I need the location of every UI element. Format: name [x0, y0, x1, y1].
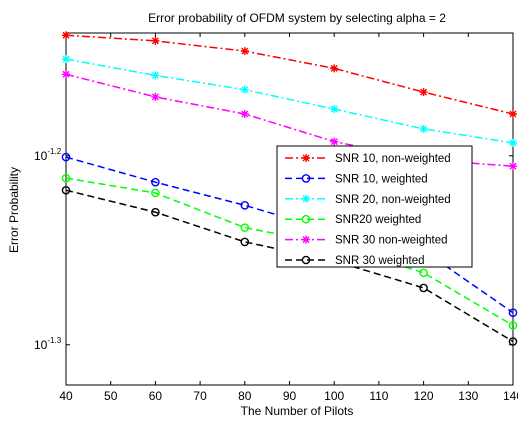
data-point [61, 173, 71, 183]
legend-entry: SNR20 weighted [285, 214, 421, 226]
data-point [240, 110, 249, 118]
legend-marker [301, 255, 311, 265]
legend-label: SNR 10, weighted [335, 173, 428, 185]
y-tick-label: 10-1.3 [34, 336, 62, 352]
series-1 [62, 31, 517, 118]
y-tick-label: 10-1.2 [34, 147, 62, 163]
x-tick-label: 120 [414, 389, 434, 403]
data-point [330, 137, 339, 146]
data-point [419, 88, 428, 97]
x-tick-label: 130 [458, 389, 478, 403]
data-point [419, 124, 428, 133]
data-point [240, 47, 249, 56]
legend-entry: SNR 10, non-weighted [285, 153, 451, 165]
legend: SNR 10, non-weighted SNR 10, weighted SNR … [276, 145, 473, 268]
data-point [240, 223, 250, 232]
legend-box [276, 145, 473, 268]
legend-label: SNR 10, non-weighted [335, 153, 451, 165]
legend-entry: SNR 20, non-weighted [285, 194, 451, 206]
series-line [65, 58, 514, 144]
chart-title: Error probability of OFDM system by sele… [148, 11, 446, 25]
data-point [508, 321, 518, 330]
legend-entry: SNR 30 non-weighted [285, 235, 448, 247]
data-point [61, 185, 71, 195]
data-point [151, 188, 160, 198]
x-tick-label: 50 [104, 389, 118, 403]
legend-marker [302, 154, 310, 162]
data-point [151, 71, 160, 80]
data-point [62, 31, 70, 40]
data-point [61, 152, 71, 162]
legend-label: SNR 30 weighted [335, 255, 425, 267]
data-point [151, 177, 160, 187]
data-point [419, 283, 428, 293]
x-tick-label: 140 [503, 389, 518, 403]
data-point [509, 110, 517, 118]
data-point [62, 70, 70, 79]
data-point [419, 268, 428, 278]
x-tick-label: 80 [238, 389, 252, 403]
x-tick-label: 90 [283, 389, 297, 403]
data-point [330, 105, 339, 114]
y-axis-label: Error Probability [7, 167, 21, 253]
x-tick-label: 70 [193, 389, 207, 403]
data-point [508, 308, 518, 318]
x-axis-label: The Number of Pilots [241, 404, 354, 418]
data-point [240, 237, 250, 247]
series-3 [62, 55, 517, 147]
data-point [509, 138, 517, 147]
data-point [240, 85, 249, 94]
series-line [65, 34, 514, 115]
x-tick-label: 60 [149, 389, 163, 403]
data-point [151, 207, 160, 217]
legend-entry: SNR 10, weighted [285, 173, 428, 185]
data-point [330, 64, 339, 73]
x-tick-label: 100 [324, 389, 344, 403]
data-point [509, 162, 517, 171]
series-line [65, 73, 514, 167]
x-axis-ticks: 40 50 60 70 80 90 100 110 120 130 140 [59, 33, 518, 403]
data-point [151, 92, 160, 101]
legend-label: SNR 20, non-weighted [335, 194, 451, 206]
legend-marker [301, 174, 311, 183]
legend-label: SNR 30 non-weighted [335, 235, 448, 247]
x-tick-label: 40 [59, 389, 73, 403]
legend-marker [302, 194, 310, 203]
legend-marker [301, 214, 311, 224]
data-point [151, 36, 160, 45]
data-point [62, 55, 70, 64]
legend-label: SNR20 weighted [335, 214, 421, 226]
x-tick-label: 110 [369, 389, 388, 403]
legend-entry: SNR 30 weighted [285, 255, 425, 267]
legend-marker [302, 235, 310, 244]
data-point [240, 200, 250, 210]
data-point [508, 337, 518, 346]
